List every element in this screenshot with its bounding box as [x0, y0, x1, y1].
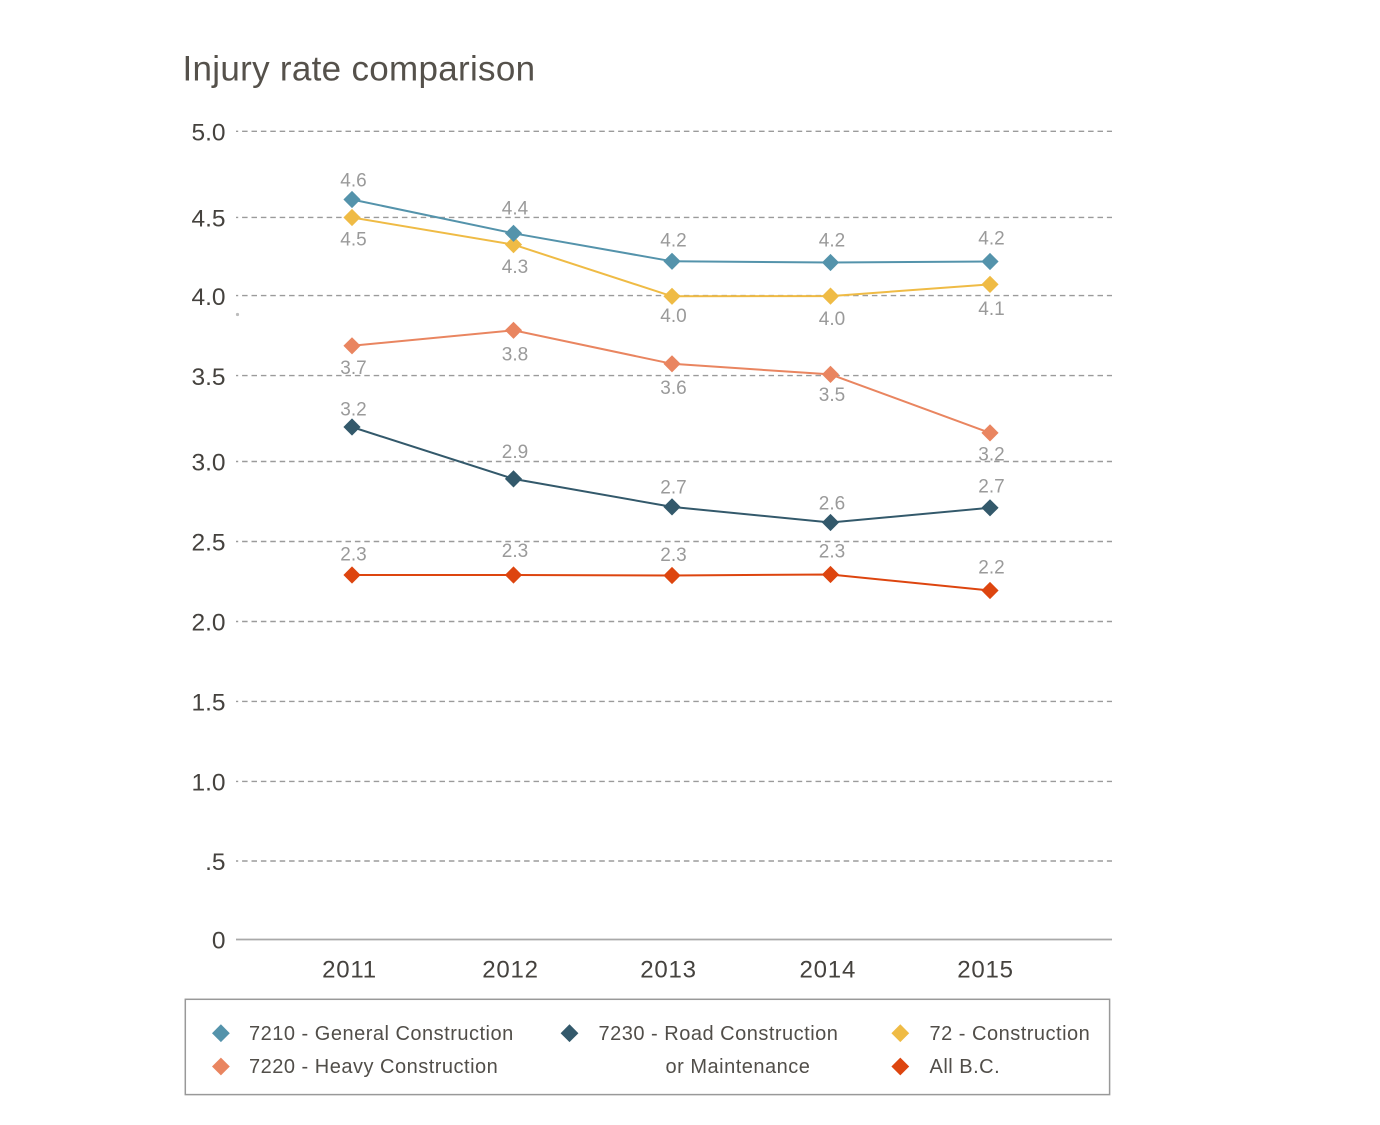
svg-text:4.2: 4.2 — [978, 229, 1004, 250]
svg-text:5.0: 5.0 — [191, 120, 225, 147]
svg-text:7230 - Road Construction: 7230 - Road Construction — [599, 1023, 839, 1045]
svg-text:2011: 2011 — [322, 957, 377, 984]
svg-text:3.6: 3.6 — [660, 378, 686, 399]
svg-text:2013: 2013 — [640, 957, 697, 984]
svg-text:3.5: 3.5 — [191, 364, 225, 391]
svg-text:Injury rate comparison: Injury rate comparison — [183, 50, 536, 89]
svg-text:2.9: 2.9 — [502, 442, 528, 463]
svg-text:4.4: 4.4 — [502, 199, 529, 220]
svg-text:2.3: 2.3 — [502, 541, 528, 562]
svg-text:3.8: 3.8 — [502, 344, 528, 365]
svg-text:4.0: 4.0 — [191, 284, 225, 311]
svg-text:72 - Construction: 72 - Construction — [930, 1023, 1091, 1045]
svg-text:.5: .5 — [205, 849, 225, 876]
svg-text:2014: 2014 — [800, 957, 857, 984]
svg-text:3.2: 3.2 — [340, 400, 366, 421]
svg-text:4.0: 4.0 — [660, 306, 686, 327]
svg-text:3.0: 3.0 — [191, 450, 225, 477]
svg-text:4.1: 4.1 — [978, 299, 1004, 320]
svg-text:7210 - General Construction: 7210 - General Construction — [249, 1023, 514, 1045]
svg-text:4.5: 4.5 — [191, 206, 225, 233]
svg-text:2.7: 2.7 — [660, 478, 686, 499]
svg-text:7220 - Heavy Construction: 7220 - Heavy Construction — [249, 1056, 498, 1078]
svg-text:2.2: 2.2 — [978, 558, 1004, 579]
svg-text:4.0: 4.0 — [819, 309, 845, 330]
svg-text:2.6: 2.6 — [819, 493, 845, 514]
svg-text:2012: 2012 — [482, 957, 539, 984]
svg-text:2.3: 2.3 — [340, 545, 366, 566]
svg-text:1.5: 1.5 — [191, 690, 225, 717]
svg-text:1.0: 1.0 — [191, 770, 225, 797]
svg-text:4.5: 4.5 — [340, 229, 366, 250]
svg-text:3.7: 3.7 — [340, 358, 366, 379]
svg-text:2.7: 2.7 — [978, 477, 1004, 498]
svg-text:2.5: 2.5 — [191, 530, 225, 557]
svg-text:0: 0 — [212, 928, 226, 955]
svg-text:2.3: 2.3 — [660, 545, 686, 566]
svg-text:2015: 2015 — [957, 957, 1014, 984]
svg-text:or Maintenance: or Maintenance — [666, 1056, 811, 1078]
svg-text:4.6: 4.6 — [340, 170, 366, 191]
svg-text:3.5: 3.5 — [819, 385, 845, 406]
svg-text:All B.C.: All B.C. — [930, 1056, 1001, 1078]
svg-text:2.0: 2.0 — [191, 610, 225, 637]
svg-text:2.3: 2.3 — [819, 542, 845, 563]
svg-text:4.2: 4.2 — [660, 230, 686, 251]
svg-text:3.2: 3.2 — [978, 445, 1004, 466]
svg-text:4.3: 4.3 — [502, 257, 528, 278]
svg-text:4.2: 4.2 — [819, 231, 845, 252]
